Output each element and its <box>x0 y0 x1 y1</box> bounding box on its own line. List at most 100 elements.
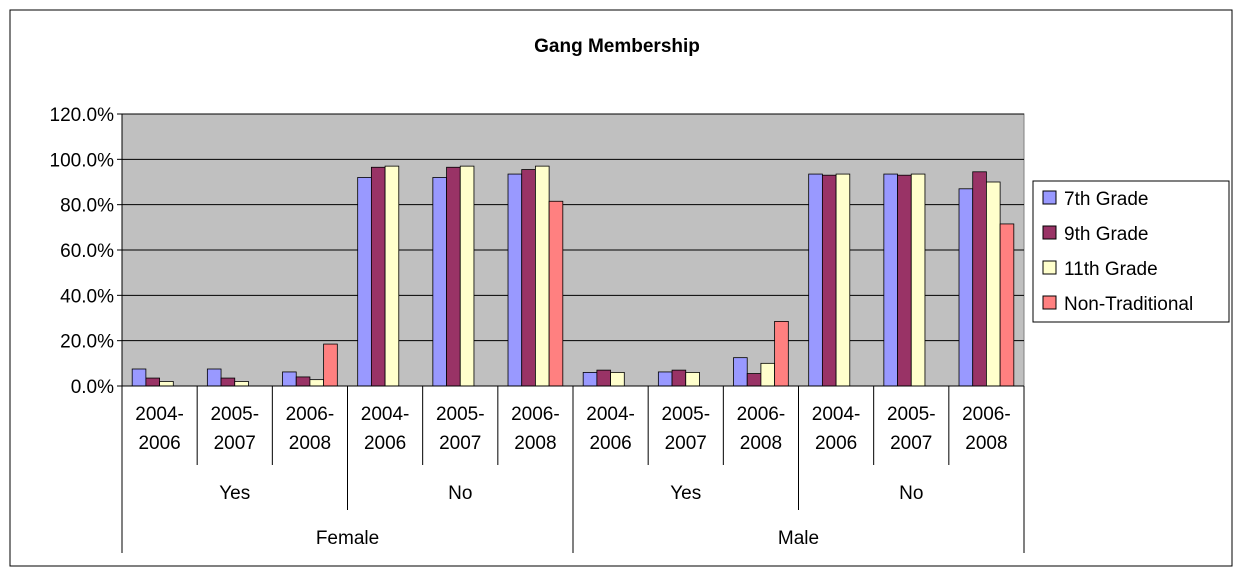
bar <box>774 320 789 387</box>
x-tick-label-line: 2008 <box>514 433 556 454</box>
bar <box>883 173 898 387</box>
x-supergroup-label: Male <box>778 528 819 549</box>
bar <box>986 181 1001 387</box>
bar <box>521 169 536 387</box>
x-group-label: Yes <box>670 483 701 504</box>
bar <box>548 200 564 387</box>
y-tick-label: 80.0% <box>60 196 114 217</box>
x-tick-label: 2005- 2007 <box>887 404 936 454</box>
bar <box>370 166 386 387</box>
bar <box>671 369 687 387</box>
x-tick-label-line: 2008 <box>289 433 331 454</box>
bar <box>657 371 673 387</box>
bar <box>972 171 987 387</box>
bar <box>733 357 748 387</box>
x-group-label: Yes <box>219 483 250 504</box>
bar <box>131 368 147 387</box>
x-tick-label-line: 2005- <box>887 404 936 425</box>
x-tick-label-line: 2006- <box>511 404 560 425</box>
x-tick-label-line: 2007 <box>890 433 932 454</box>
bar <box>282 371 297 387</box>
x-tick-label-line: 2004- <box>812 404 861 425</box>
bar <box>746 373 762 387</box>
chart-title: Gang Membership <box>534 36 700 57</box>
x-tick-label-line: 2006 <box>589 433 631 454</box>
x-tick-label: 2006- 2008 <box>511 404 560 454</box>
bar <box>897 174 912 387</box>
y-tick-label: 0.0% <box>71 377 114 398</box>
bar <box>582 371 598 387</box>
y-tick-label: 120.0% <box>50 105 115 126</box>
x-tick-label: 2004- 2006 <box>135 404 184 454</box>
bar <box>685 371 700 387</box>
bar <box>610 371 625 387</box>
bar <box>206 368 222 387</box>
x-supergroup-label: Female <box>316 528 379 549</box>
bar <box>432 177 447 387</box>
bar <box>535 165 550 387</box>
legend-swatch <box>1042 260 1057 275</box>
gridlines <box>122 113 1024 342</box>
bar <box>384 165 400 387</box>
x-tick-label-line: 2007 <box>665 433 707 454</box>
bar <box>821 174 837 387</box>
x-tick-label-line: 2006 <box>138 433 180 454</box>
bar <box>357 177 372 387</box>
x-tick-label-line: 2006 <box>364 433 406 454</box>
bar <box>760 362 776 387</box>
y-axis: 0.0% 20.0% 40.0% 60.0% 80.0% 100.0% 120.0% <box>50 105 123 398</box>
x-tick-label-line: 2007 <box>214 433 256 454</box>
x-tick-label-line: 2004- <box>135 404 184 425</box>
y-tick-label: 60.0% <box>60 241 114 262</box>
x-tick-label-line: 2004- <box>361 404 410 425</box>
x-tick-label: 2005- 2007 <box>210 404 259 454</box>
legend-label: 7th Grade <box>1064 189 1149 210</box>
x-tick-label: 2005- 2007 <box>436 404 485 454</box>
x-axis: 2004- 2006 2005- 2007 2006- 2008 2004- 2006 2005… <box>121 385 1025 553</box>
bar <box>234 381 249 387</box>
y-tick-label: 40.0% <box>60 286 114 307</box>
legend-box <box>1032 180 1230 323</box>
x-tick-label-line: 2005- <box>661 404 710 425</box>
bar <box>446 166 461 387</box>
legend-label: 9th Grade <box>1064 224 1149 245</box>
x-tick-label: 2004- 2006 <box>586 404 635 454</box>
bar <box>999 223 1015 387</box>
x-tick-label-line: 2004- <box>586 404 635 425</box>
y-tick-label: 20.0% <box>60 332 114 353</box>
bar <box>596 369 611 387</box>
x-tick-label-line: 2006 <box>815 433 857 454</box>
bar <box>459 165 475 387</box>
bar <box>835 173 851 387</box>
bar <box>910 173 926 387</box>
x-tick-label-line: 2005- <box>210 404 259 425</box>
bar <box>295 376 311 387</box>
bar <box>808 173 823 387</box>
bar <box>220 377 236 387</box>
x-tick-label-line: 2007 <box>439 433 481 454</box>
x-tick-label-line: 2005- <box>436 404 485 425</box>
legend-label: Non-Traditional <box>1064 294 1193 315</box>
bar <box>309 379 325 387</box>
x-tick-label-line: 2006- <box>737 404 786 425</box>
bar <box>507 173 523 387</box>
x-group-label: No <box>448 483 472 504</box>
legend: 7th Grade 9th Grade 11th Grade Non-Traditio… <box>1042 189 1193 315</box>
x-tick-label: 2004- 2006 <box>812 404 861 454</box>
x-tick-label: 2006- 2008 <box>737 404 786 454</box>
bar <box>145 377 160 387</box>
x-tick-label-line: 2006- <box>286 404 335 425</box>
x-tick-label: 2006- 2008 <box>962 404 1011 454</box>
legend-swatch <box>1042 190 1057 205</box>
x-tick-label-line: 2006- <box>962 404 1011 425</box>
x-tick-label-line: 2008 <box>965 433 1007 454</box>
bar <box>323 343 338 387</box>
x-tick-label: 2006- 2008 <box>286 404 335 454</box>
legend-label: 11th Grade <box>1064 259 1158 280</box>
x-group-label: No <box>899 483 923 504</box>
bar <box>159 381 174 387</box>
y-tick-label: 100.0% <box>50 150 115 171</box>
bar <box>958 188 974 387</box>
legend-swatch <box>1042 295 1057 310</box>
